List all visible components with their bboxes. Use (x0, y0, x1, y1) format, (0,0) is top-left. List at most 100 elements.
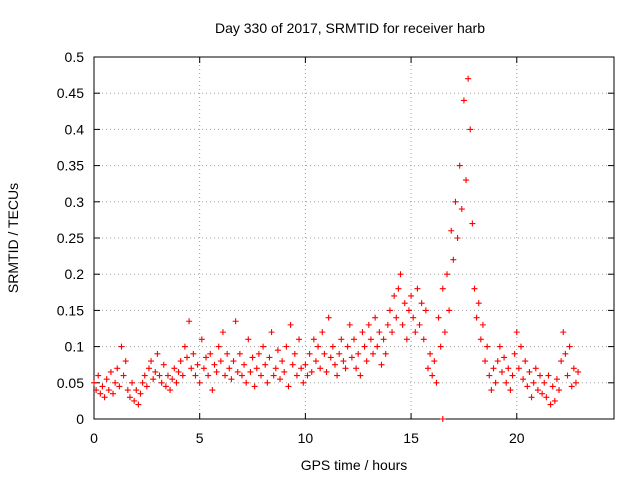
data-point (391, 292, 398, 299)
data-point (101, 394, 108, 401)
data-point (177, 358, 184, 365)
data-point (422, 307, 429, 314)
data-point (118, 343, 125, 350)
data-point (435, 314, 442, 321)
data-point (184, 354, 191, 361)
data-point (255, 350, 262, 357)
data-point (291, 350, 298, 357)
data-point (479, 321, 486, 328)
data-point (534, 387, 541, 394)
data-point (306, 350, 313, 357)
data-point (253, 365, 260, 372)
data-point (114, 365, 121, 372)
data-point (323, 368, 330, 375)
data-point (363, 358, 370, 365)
data-point (336, 350, 343, 357)
data-point (160, 361, 167, 368)
data-point (164, 372, 171, 379)
data-point (196, 379, 203, 386)
data-point (384, 321, 391, 328)
data-point (522, 358, 529, 365)
data-point (304, 372, 311, 379)
data-point (568, 383, 575, 390)
data-point (427, 350, 434, 357)
data-point (181, 343, 188, 350)
data-point (300, 379, 307, 386)
data-point (537, 372, 544, 379)
data-point (171, 365, 178, 372)
data-point (463, 177, 470, 184)
data-point (465, 75, 472, 82)
data-point (194, 361, 201, 368)
data-point (524, 383, 531, 390)
data-point (359, 329, 366, 336)
data-point (188, 365, 195, 372)
data-point (346, 321, 353, 328)
data-point (408, 292, 415, 299)
data-point (120, 372, 127, 379)
data-point (91, 379, 97, 386)
data-point (344, 343, 351, 350)
data-point (321, 350, 328, 357)
data-point (511, 350, 518, 357)
data-point (173, 379, 180, 386)
data-point (439, 416, 446, 422)
data-point (213, 368, 220, 375)
data-point (200, 365, 207, 372)
data-point (528, 394, 535, 401)
data-points (91, 75, 582, 422)
data-point (357, 372, 364, 379)
data-point (156, 372, 163, 379)
data-point (460, 97, 467, 104)
data-point (266, 354, 273, 361)
data-point (401, 300, 408, 307)
axis-ticks (93, 56, 614, 420)
data-point (441, 329, 448, 336)
data-point (230, 358, 237, 365)
data-point (315, 343, 322, 350)
data-point (549, 383, 556, 390)
data-point (236, 350, 243, 357)
data-point (331, 361, 338, 368)
data-point (551, 397, 558, 404)
data-point (107, 368, 114, 375)
data-point (562, 350, 569, 357)
data-point (251, 383, 258, 390)
data-point (203, 354, 210, 361)
data-point (570, 365, 577, 372)
data-point (135, 401, 142, 408)
data-point (234, 368, 241, 375)
data-point (454, 235, 461, 241)
data-point (467, 126, 474, 133)
data-point (152, 368, 159, 375)
data-point (386, 307, 393, 314)
data-point (412, 329, 419, 336)
data-point (405, 307, 412, 314)
data-point (110, 390, 117, 397)
data-point (496, 343, 503, 350)
data-point (249, 354, 256, 361)
data-point (393, 314, 400, 321)
data-point (414, 285, 421, 292)
y-tick-label: 0.15 (57, 302, 84, 318)
data-point (95, 372, 102, 379)
data-point (158, 379, 165, 386)
data-point (484, 343, 491, 350)
data-point (353, 365, 360, 372)
data-point (207, 350, 214, 357)
data-point (224, 350, 231, 357)
data-point (473, 314, 480, 321)
data-point (556, 387, 563, 394)
data-point (477, 336, 484, 343)
data-point (433, 379, 440, 386)
data-point (270, 372, 277, 379)
data-point (448, 227, 455, 234)
data-point (179, 372, 186, 379)
data-point (243, 379, 250, 386)
data-point (513, 329, 520, 336)
data-point (424, 365, 431, 372)
data-point (340, 358, 347, 365)
y-tick-label: 0 (76, 411, 84, 427)
data-point (361, 343, 368, 350)
data-point (327, 354, 334, 361)
